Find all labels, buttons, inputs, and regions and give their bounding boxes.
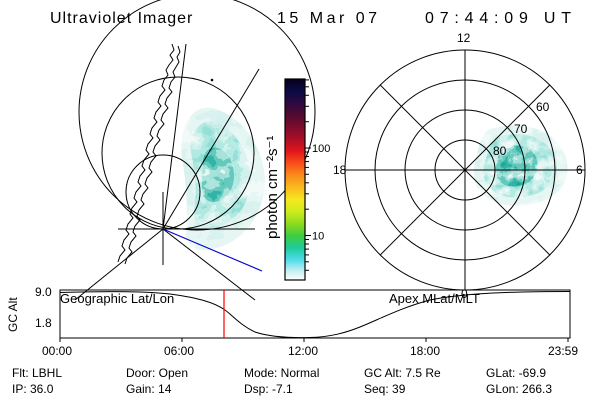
svg-text:12:00: 12:00 <box>288 344 318 358</box>
svg-text:1.8: 1.8 <box>35 316 52 330</box>
svg-text:18:00: 18:00 <box>410 344 440 358</box>
svg-text:Seq: 39: Seq: 39 <box>364 382 406 396</box>
svg-text:06:00: 06:00 <box>164 344 194 358</box>
svg-text:00:00: 00:00 <box>42 344 72 358</box>
svg-text:10: 10 <box>312 231 324 243</box>
svg-text:GLon: 266.3: GLon: 266.3 <box>486 382 552 396</box>
svg-text:photon cm⁻²s⁻¹: photon cm⁻²s⁻¹ <box>264 136 281 239</box>
svg-text:80: 80 <box>493 144 507 158</box>
svg-text:Flt: LBHL: Flt: LBHL <box>12 366 62 380</box>
svg-text:15 Mar 07: 15 Mar 07 <box>277 10 381 27</box>
svg-text:Apex MLat/MLT: Apex MLat/MLT <box>389 291 480 306</box>
svg-text:70: 70 <box>514 122 528 136</box>
svg-text:Mode: Normal: Mode: Normal <box>244 366 319 380</box>
svg-text:07:44:09 UT: 07:44:09 UT <box>425 10 577 27</box>
svg-text:6: 6 <box>576 163 583 177</box>
svg-text:60: 60 <box>536 100 550 114</box>
svg-text:GC Alt: 7.5 Re: GC Alt: 7.5 Re <box>364 366 441 380</box>
svg-text:100: 100 <box>312 143 330 155</box>
svg-text:Door: Open: Door: Open <box>126 366 188 380</box>
svg-text:GC Alt: GC Alt <box>6 297 20 332</box>
svg-text:Ultraviolet Imager: Ultraviolet Imager <box>50 10 193 27</box>
svg-text:Gain: 14: Gain: 14 <box>126 382 172 396</box>
svg-text:IP: 36.0: IP: 36.0 <box>12 382 54 396</box>
svg-text:12: 12 <box>457 31 471 45</box>
svg-text:Dsp: -7.1: Dsp: -7.1 <box>244 382 293 396</box>
svg-text:GLat: -69.9: GLat: -69.9 <box>486 366 546 380</box>
svg-text:18: 18 <box>333 163 347 177</box>
svg-text:23:59: 23:59 <box>548 344 578 358</box>
svg-text:9.0: 9.0 <box>35 285 52 299</box>
